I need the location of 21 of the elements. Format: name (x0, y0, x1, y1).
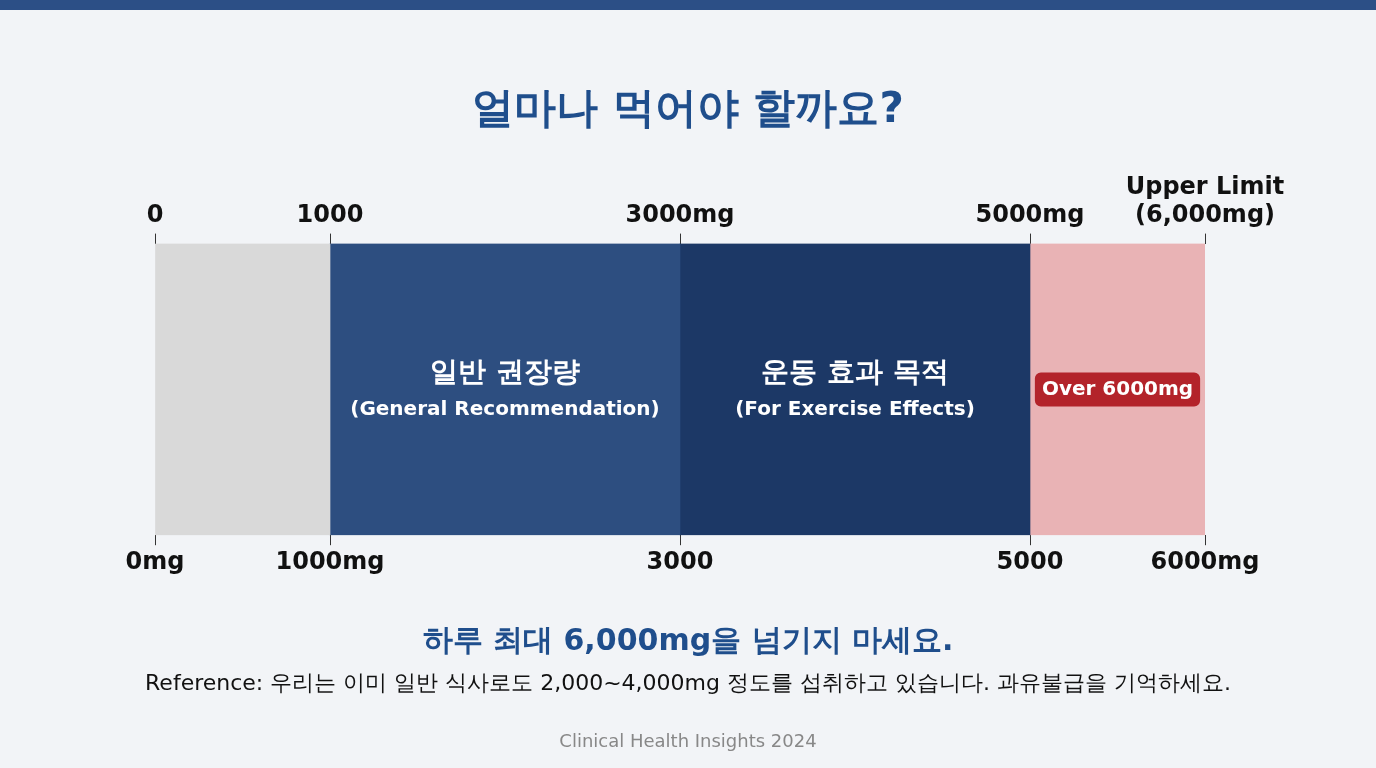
x2-tick-label: 3000mg (625, 200, 735, 229)
x2-tick-label: Upper Limit (6,000mg) (1125, 171, 1285, 229)
series-label: 일반 권장량 (General Recommendation) (350, 354, 660, 420)
bar (679, 243, 1031, 536)
x2-tick-label: 1000 (296, 200, 364, 229)
bar (329, 243, 681, 536)
x2-tick-label: 0 (146, 200, 164, 229)
chart-title: 얼마나 먹어야 할까요? (471, 82, 905, 134)
text: Clinical Health Insights 2024 (558, 730, 818, 751)
x-tick-label: 6000mg (1150, 546, 1260, 575)
text: 하루 최대 6,000mg을 넘기지 마세요. (421, 621, 955, 659)
bar (155, 243, 331, 536)
x2-tick-label: 5000mg (975, 200, 1085, 229)
bar (1029, 243, 1205, 536)
text: Reference: 우리는 이미 일반 식사로도 2,000~4,000mg 정도를 섭취하고 있습니다. 과유불급을 기억하세요. (144, 669, 1232, 697)
x-tick-label: 0mg (125, 546, 185, 575)
x-tick-label: 5000 (996, 546, 1064, 575)
series-label: Over 6000mg (1041, 375, 1194, 400)
series-label: 운동 효과 목적 (For Exercise Effects) (735, 354, 975, 420)
x-tick-label: 1000mg (275, 546, 385, 575)
x-tick-label: 3000 (646, 546, 714, 575)
